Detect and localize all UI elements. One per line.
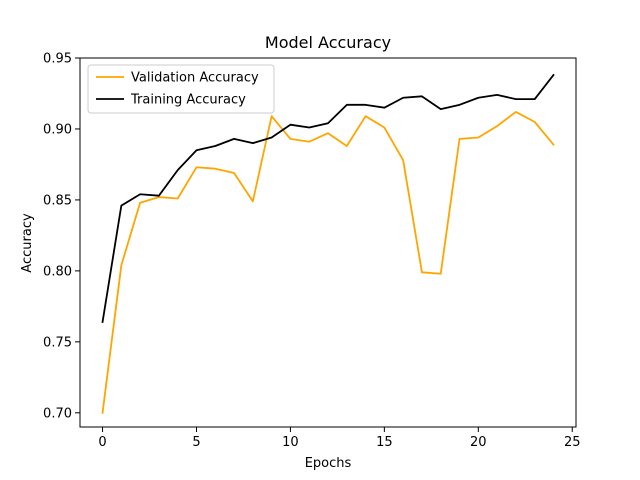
series-line-validation-accuracy — [101, 111, 555, 414]
legend-label: Training Accuracy — [130, 93, 246, 108]
x-tick-label: 10 — [282, 435, 299, 450]
x-tick-label: 5 — [192, 435, 200, 450]
y-tick-label: 0.80 — [43, 264, 72, 279]
y-tick-label: 0.70 — [43, 406, 72, 421]
chart-title: Model Accuracy — [265, 33, 391, 52]
legend: Validation Accuracy Training Accuracy — [87, 64, 275, 114]
series-line-training-accuracy — [101, 73, 555, 324]
x-tick-label: 25 — [564, 435, 581, 450]
y-tick-label: 0.85 — [43, 193, 72, 208]
x-tick-label: 20 — [470, 435, 487, 450]
legend-box — [87, 64, 275, 114]
y-tick-label: 0.90 — [43, 122, 72, 137]
y-tick-label: 0.95 — [43, 52, 72, 67]
legend-label: Validation Accuracy — [131, 71, 259, 86]
x-tick-label: 0 — [98, 435, 106, 450]
x-axis-label: Epochs — [305, 456, 352, 471]
y-tick-label: 0.75 — [43, 335, 72, 350]
plot-frame — [79, 57, 577, 428]
y-axis-label: Accuracy — [20, 213, 35, 273]
plot-area: 0 5 10 15 20 25 0.70 0.75 0.80 0.85 0.90 0.95 — [43, 52, 580, 451]
x-tick-label: 15 — [376, 435, 393, 450]
